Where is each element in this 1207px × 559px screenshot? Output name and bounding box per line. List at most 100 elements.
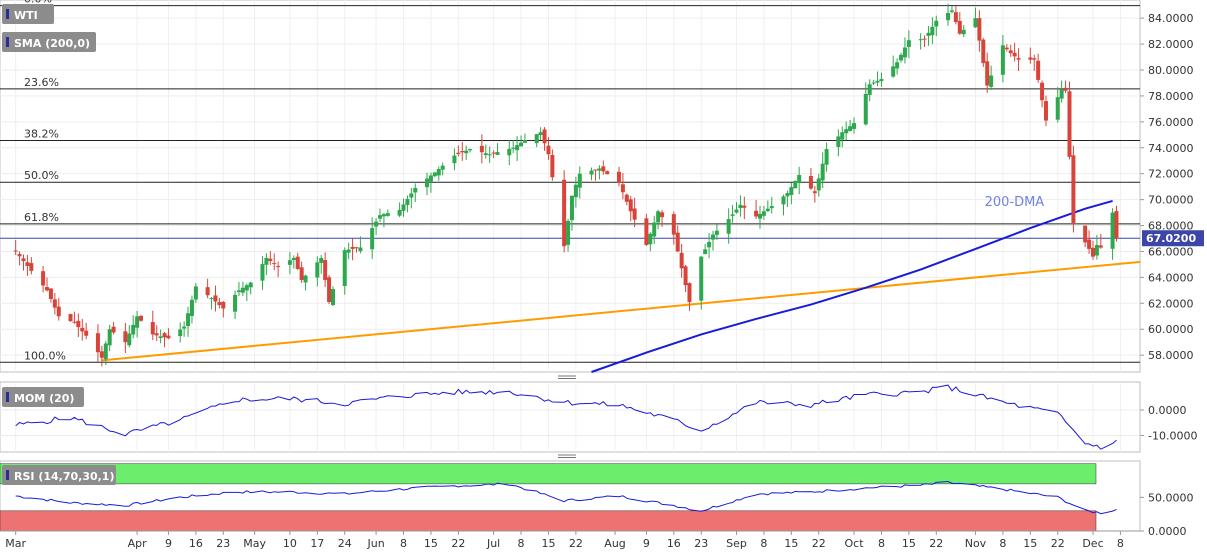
candle-body (299, 267, 304, 280)
x-tick-label: 17 (310, 537, 324, 550)
legend-wti[interactable]: WTI (2, 4, 54, 24)
candle-body (150, 322, 155, 335)
candle-body (80, 327, 85, 332)
candle-body (946, 12, 951, 21)
candle-down (754, 199, 759, 219)
candle-up (515, 136, 520, 162)
candle-down (350, 238, 355, 261)
trendline-group (101, 260, 1141, 362)
candle-down (593, 169, 598, 181)
candle-up (385, 209, 390, 217)
legend-sma[interactable]: SMA (200,0) (2, 32, 96, 52)
candle-body (413, 187, 418, 193)
candle-body (432, 172, 437, 177)
candle-body (730, 214, 735, 216)
resize-handle-bg[interactable] (556, 453, 578, 459)
candle-down (1012, 42, 1017, 62)
candle-up (852, 117, 857, 134)
candle-body (538, 132, 543, 136)
candle-body (452, 155, 457, 164)
candle-body (425, 178, 430, 188)
candle-up (413, 183, 418, 202)
candle-body (464, 150, 469, 154)
candle-down (154, 325, 159, 341)
legend-mom[interactable]: MOM (20) (2, 387, 84, 407)
candle-down (542, 127, 547, 151)
legend-rsi[interactable]: RSI (14,70,30,1) (2, 465, 116, 485)
candle-body (401, 204, 406, 211)
candle-up (918, 33, 923, 50)
candle-up (820, 152, 825, 188)
legend-badge-bg[interactable] (2, 387, 84, 407)
candle-body (953, 12, 958, 23)
candle-body (1087, 239, 1092, 249)
resize-handle-mom[interactable] (556, 374, 578, 380)
candle-up (824, 142, 829, 172)
legend-badge-bg[interactable] (2, 465, 116, 485)
candle-body (248, 282, 253, 288)
resize-handle-rsi[interactable] (556, 453, 578, 459)
candle-body (977, 18, 982, 41)
candle-body (479, 145, 484, 153)
candle-up (738, 195, 743, 217)
candle-up (797, 166, 802, 195)
candle-up (949, 5, 954, 14)
legend-badge-bg[interactable] (2, 4, 54, 24)
candle-up (209, 296, 214, 310)
candle-body (189, 299, 194, 316)
candle-up (1059, 80, 1064, 103)
candle-down (1040, 80, 1045, 108)
candle-up (566, 218, 571, 252)
candle-up (1000, 34, 1005, 83)
candle-down (111, 321, 116, 335)
sma-group: 200-DMA (591, 195, 1113, 373)
mom-panel-frame (0, 381, 1141, 453)
candle-body (605, 171, 610, 175)
candle-body (652, 222, 657, 237)
candle-body (707, 241, 712, 248)
candle-down (21, 254, 26, 271)
candle-down (562, 170, 567, 253)
candle-body (374, 221, 379, 227)
candle-body (1063, 87, 1068, 91)
candle-up (244, 283, 249, 301)
candle-body (240, 287, 245, 293)
fibonacci-lines: 0.0% 23.6% 38.2% 50.0% 61.8% 100.0% (0, 0, 1140, 363)
x-tick-label: Jun (366, 537, 384, 550)
candle-up (401, 198, 406, 217)
candle-down (1016, 48, 1021, 72)
candle-down (272, 253, 277, 271)
candle-down (48, 288, 53, 303)
candle-body (381, 214, 386, 217)
resize-handle-bg[interactable] (556, 374, 578, 380)
candle-up (495, 143, 500, 156)
x-tick-label: 8 (999, 537, 1006, 550)
candle-up (871, 79, 876, 86)
candle-up (761, 205, 766, 220)
candle-down (460, 142, 465, 161)
candle-up (758, 205, 762, 229)
candle-body (330, 289, 335, 305)
candle-body (468, 149, 473, 151)
fib-label: 38.2% (24, 128, 59, 141)
candle-body (268, 258, 273, 261)
candle-down (601, 160, 606, 175)
legend-badge-bg[interactable] (2, 32, 96, 52)
candle-down (1004, 44, 1009, 52)
candle-up (961, 25, 966, 38)
candle-up (785, 190, 790, 207)
candle-body (186, 313, 191, 327)
candle-down (205, 278, 210, 299)
candle-up (816, 173, 821, 197)
candle-body (1032, 58, 1037, 60)
candle-down (957, 12, 962, 35)
x-tick-label: Dec (1082, 537, 1103, 550)
main-y-axis: 84.0000 82.0000 80.0000 78.0000 76.0000 74.00… (1140, 12, 1204, 362)
candle-body (867, 84, 872, 95)
candle-up (844, 121, 849, 141)
fib-label: 23.6% (24, 76, 59, 89)
candle-body (17, 254, 22, 257)
candle-body (562, 179, 567, 247)
candle-body (820, 163, 825, 181)
mom-y-axis: 0.0000 -10.0000 (1140, 404, 1197, 442)
